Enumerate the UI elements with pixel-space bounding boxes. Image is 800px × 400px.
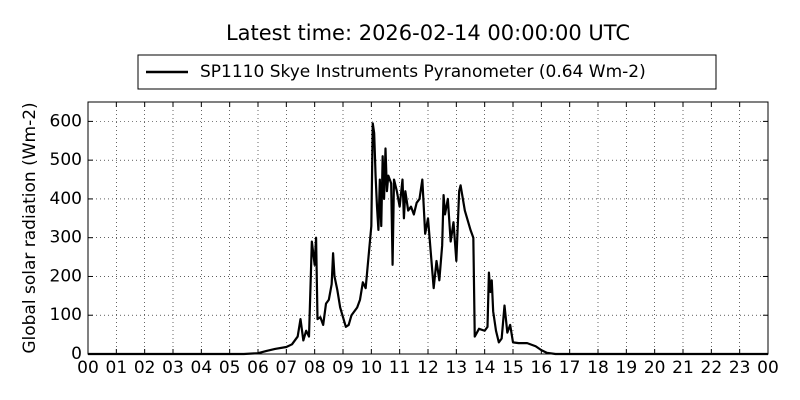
legend-label: SP1110 Skye Instruments Pyranometer (0.6… (200, 62, 646, 82)
x-tick-label: 02 (134, 358, 156, 378)
x-tick-label: 12 (417, 358, 439, 378)
x-tick-label: 09 (332, 358, 354, 378)
x-tick-label: 19 (616, 358, 638, 378)
x-tick-label: 22 (701, 358, 723, 378)
data-line (88, 122, 768, 356)
x-tick-label: 04 (191, 358, 213, 378)
x-tick-label: 14 (474, 358, 496, 378)
x-tick-label: 03 (162, 358, 184, 378)
y-tick-label: 500 (50, 150, 82, 170)
x-tick-label: 08 (304, 358, 326, 378)
x-tick-label: 23 (729, 358, 751, 378)
x-tick-label: 10 (361, 358, 383, 378)
x-tick-label: 01 (106, 358, 128, 378)
plot-frame (87, 101, 769, 355)
x-tick-label: 07 (276, 358, 298, 378)
x-tick-label: 17 (559, 358, 581, 378)
x-tick-label: 15 (502, 358, 524, 378)
y-tick-label: 100 (50, 305, 82, 325)
y-tick-label: 600 (50, 111, 82, 131)
x-tick-label: 11 (389, 358, 411, 378)
x-tick-label: 16 (531, 358, 553, 378)
x-tick-label: 20 (644, 358, 666, 378)
x-tick-label: 18 (587, 358, 609, 378)
y-tick-label: 200 (50, 266, 82, 286)
y-tick-label: 0 (71, 344, 82, 364)
x-tick-label: 00 (757, 358, 779, 378)
x-tick-label: 05 (219, 358, 241, 378)
chart-title: Latest time: 2026-02-14 00:00:00 UTC (226, 21, 630, 45)
legend-box (137, 54, 717, 90)
x-tick-label: 00 (77, 358, 99, 378)
y-tick-label: 300 (50, 228, 82, 248)
x-tick-label: 21 (672, 358, 694, 378)
y-tick-label: 400 (50, 189, 82, 209)
y-axis-label: Global solar radiation (Wm-2) (20, 102, 40, 353)
x-tick-label: 13 (446, 358, 468, 378)
x-tick-label: 06 (247, 358, 269, 378)
